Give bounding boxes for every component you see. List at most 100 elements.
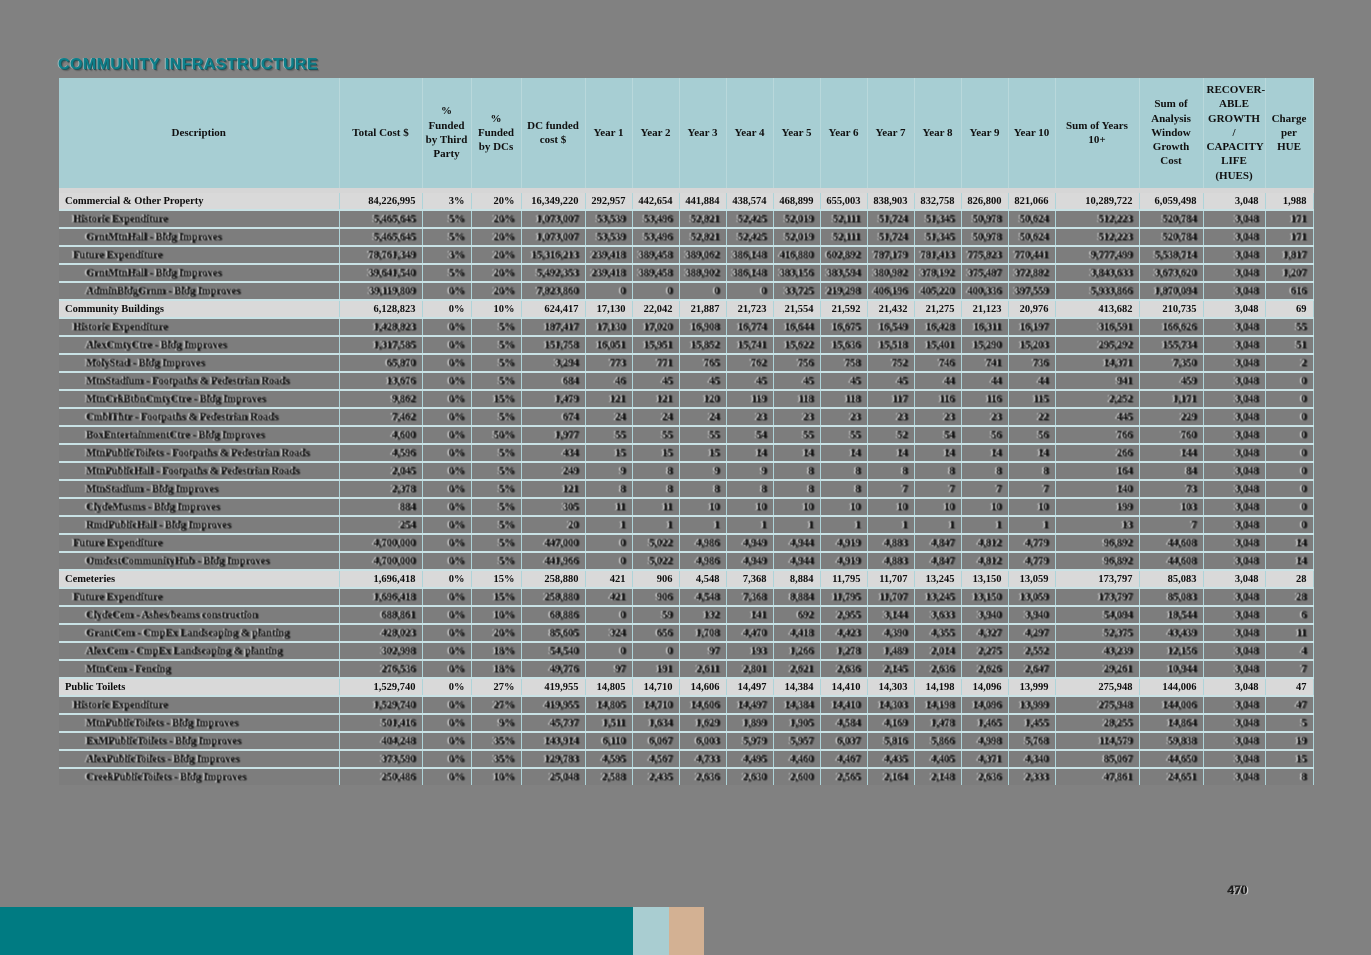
cell: 46 xyxy=(585,371,633,390)
cell: 8 xyxy=(867,461,915,480)
cell: 2,275 xyxy=(961,641,1009,660)
column-header: Year 6 xyxy=(820,78,868,193)
cell: 4,548 xyxy=(679,569,727,588)
column-header: Year 8 xyxy=(914,78,962,193)
cell: 3,048 xyxy=(1203,335,1266,354)
cell: 906 xyxy=(632,587,680,606)
cell: 302,998 xyxy=(339,641,423,660)
cell: 14,384 xyxy=(773,677,821,696)
cell: 2,636 xyxy=(679,767,727,785)
cell: 787,179 xyxy=(867,245,915,264)
table-row: Future Expenditure 4,700,000 0% 5% 447,000 0 5… xyxy=(59,533,1314,552)
cell: 151,758 xyxy=(521,335,586,354)
table-row: Future Expenditure 78,761,349 3% 20% 15,316,… xyxy=(59,245,1314,264)
cell: 4,169 xyxy=(867,713,915,732)
cell: 23 xyxy=(773,407,821,426)
cell: 8 xyxy=(632,479,680,498)
cell: 832,758 xyxy=(914,189,962,210)
cell: 97 xyxy=(679,641,727,660)
cell: 118 xyxy=(820,389,868,408)
cell: 21,275 xyxy=(914,299,962,318)
cell: 438,574 xyxy=(726,189,774,210)
row-label: GrantCem - CmpEx Landscaping & planting xyxy=(59,623,340,642)
cell: 164 xyxy=(1055,461,1140,480)
cell: 3,048 xyxy=(1203,551,1266,570)
cell: 141 xyxy=(726,605,774,624)
cell: 187,417 xyxy=(521,317,586,336)
cell: 16,549 xyxy=(867,317,915,336)
cell: 8 xyxy=(585,479,633,498)
cell: 18% xyxy=(471,659,522,678)
cell: 3,048 xyxy=(1203,677,1266,696)
cell: 5% xyxy=(471,407,522,426)
cell: 4,812 xyxy=(961,551,1009,570)
cell: 15% xyxy=(471,587,522,606)
cell: 5% xyxy=(471,353,522,372)
cell: 4,919 xyxy=(820,551,868,570)
cell: 56 xyxy=(1008,425,1056,444)
cell: 3,048 xyxy=(1203,227,1266,246)
column-header: Description xyxy=(59,78,340,193)
column-header: Charge per HUE xyxy=(1265,78,1314,193)
cell: 3,843,633 xyxy=(1055,263,1140,282)
row-label: BoxEntertainmentCtre - Bldg Improves xyxy=(59,425,340,444)
cell: 199 xyxy=(1055,497,1140,516)
cell: 14 xyxy=(820,443,868,462)
table-row: Historic Expenditure 1,428,823 0% 5% 187,417… xyxy=(59,317,1314,336)
cell: 1 xyxy=(585,515,633,534)
cell: 383,594 xyxy=(820,263,868,282)
row-label: Commercial & Other Property xyxy=(59,189,340,210)
column-header: Sum of Years 10+ xyxy=(1055,78,1140,193)
cell: 96,892 xyxy=(1055,551,1140,570)
cell: 752 xyxy=(867,353,915,372)
cell: 4,847 xyxy=(914,551,962,570)
cell: 0% xyxy=(422,695,472,714)
cell: 616 xyxy=(1265,281,1314,300)
cell: 44,608 xyxy=(1139,533,1204,552)
column-header: Year 5 xyxy=(773,78,821,193)
table-row: MtnPublicToilets - Footpaths & Pedestria… xyxy=(59,443,1314,462)
cell: 73 xyxy=(1139,479,1204,498)
cell: 3,048 xyxy=(1203,479,1266,498)
row-label: MtnCem - Fencing xyxy=(59,659,340,678)
cell: 13,999 xyxy=(1008,695,1056,714)
cell: 84 xyxy=(1139,461,1204,480)
cell: 1 xyxy=(867,515,915,534)
cell: 52,019 xyxy=(773,209,821,228)
cell: 52,425 xyxy=(726,209,774,228)
cell: 0% xyxy=(422,659,472,678)
cell: 17,130 xyxy=(585,317,633,336)
cell: 10 xyxy=(961,497,1009,516)
cell: 0 xyxy=(1265,515,1314,534)
cell: 254 xyxy=(339,515,423,534)
cell: 0% xyxy=(422,407,472,426)
cell: 468,899 xyxy=(773,189,821,210)
cell: 445 xyxy=(1055,407,1140,426)
cell: 20% xyxy=(471,189,522,210)
cell: 10 xyxy=(726,497,774,516)
cell: 22,042 xyxy=(632,299,680,318)
cell: 5,465,645 xyxy=(339,227,423,246)
cell: 10 xyxy=(1008,497,1056,516)
cell: 5% xyxy=(422,209,472,228)
cell: 1 xyxy=(773,515,821,534)
footer-teal-bar xyxy=(0,907,633,955)
cell: 0% xyxy=(422,353,472,372)
cell: 1,899 xyxy=(726,713,774,732)
footer-tan-square xyxy=(669,907,704,955)
cell: 8 xyxy=(961,461,1009,480)
cell: 2,565 xyxy=(820,767,868,785)
cell: 741 xyxy=(961,353,1009,372)
cell: 15,290 xyxy=(961,335,1009,354)
cell: 3,048 xyxy=(1203,515,1266,534)
cell: 144,006 xyxy=(1139,695,1204,714)
cell: 97 xyxy=(585,659,633,678)
cell: 144,006 xyxy=(1139,677,1204,696)
cell: 1,479 xyxy=(521,389,586,408)
cell: 50,978 xyxy=(961,227,1009,246)
cell: 3,048 xyxy=(1203,461,1266,480)
cell: 21,887 xyxy=(679,299,727,318)
cell: 0 xyxy=(585,551,633,570)
cell: 0 xyxy=(585,605,633,624)
cell: 5,022 xyxy=(632,551,680,570)
